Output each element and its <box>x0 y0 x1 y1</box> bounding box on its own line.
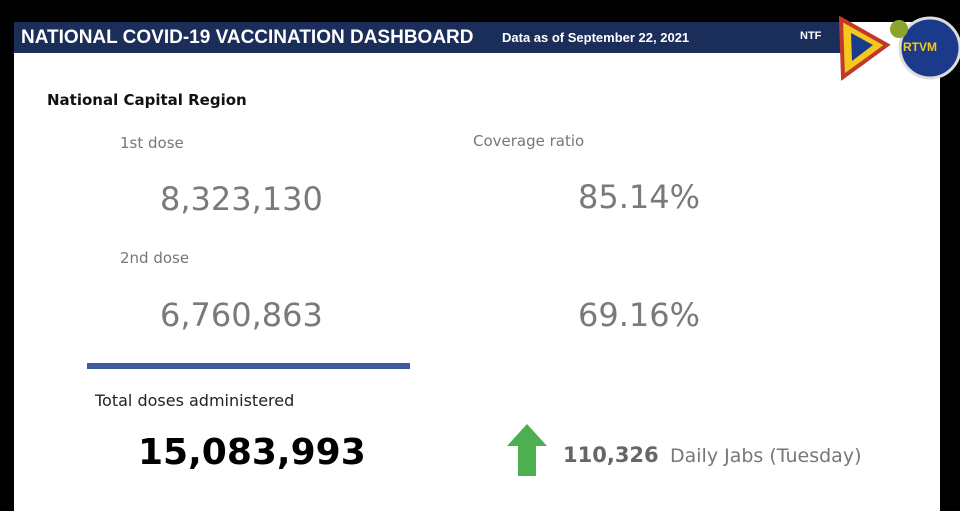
first-dose-value: 8,323,130 <box>160 180 323 218</box>
total-label: Total doses administered <box>95 391 295 410</box>
arrow-shape <box>507 424 547 476</box>
region: National Capital Region <box>47 91 247 109</box>
panel <box>14 22 940 511</box>
daily-value: 110,326 <box>563 443 659 467</box>
logo-seal <box>890 20 908 38</box>
logo-rtvm: RTVM <box>903 40 937 54</box>
total-value: 15,083,993 <box>138 432 366 473</box>
logos <box>838 15 960 81</box>
coverage-second: 69.16% <box>578 296 701 334</box>
up-arrow <box>507 424 547 476</box>
coverage-label: Coverage ratio <box>473 132 585 150</box>
second-dose-label: 2nd dose <box>120 249 190 267</box>
first-dose-label: 1st dose <box>120 134 184 152</box>
logo-circle <box>898 16 960 80</box>
title: NATIONAL COVID-19 VACCINATION DASHBOARD <box>21 27 474 48</box>
second-dose-value: 6,760,863 <box>160 296 323 334</box>
date: Data as of September 22, 2021 <box>502 30 690 45</box>
divider <box>87 363 410 369</box>
header-bar <box>14 22 844 53</box>
logo-shape <box>851 33 873 61</box>
coverage-first: 85.14% <box>578 178 701 216</box>
daily-label: Daily Jabs (Tuesday) <box>670 445 862 467</box>
logo-ntf: NTF <box>800 30 822 42</box>
